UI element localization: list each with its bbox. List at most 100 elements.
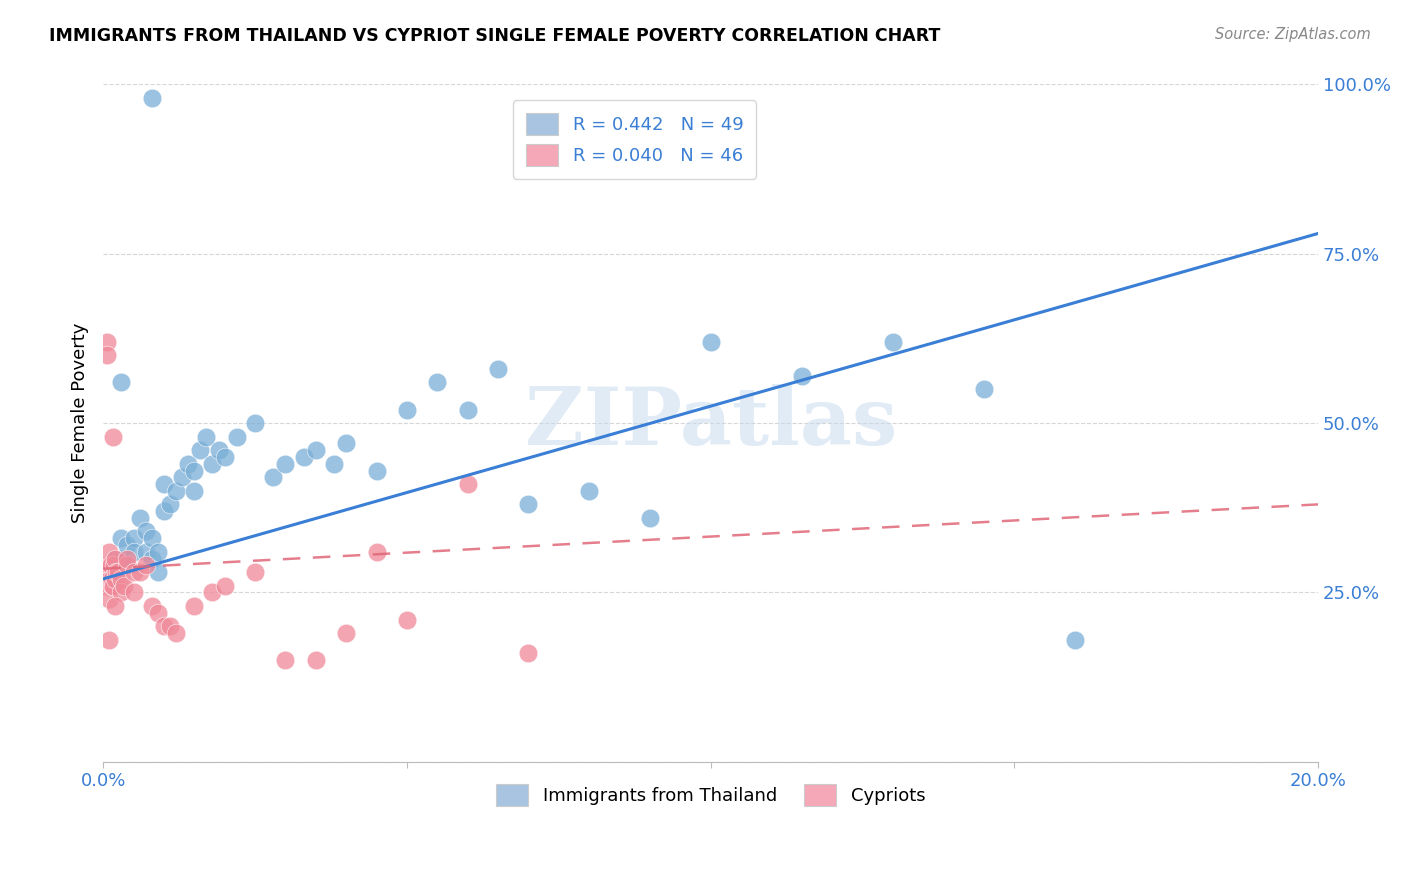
- Point: [128, 511, 150, 525]
- Point: [105, 565, 128, 579]
- Point: [177, 457, 200, 471]
- Point: [366, 545, 388, 559]
- Point: [141, 551, 163, 566]
- Legend: Immigrants from Thailand, Cypriots: Immigrants from Thailand, Cypriots: [488, 777, 932, 814]
- Point: [973, 382, 995, 396]
- Point: [141, 531, 163, 545]
- Point: [274, 653, 297, 667]
- Point: [97, 579, 120, 593]
- Point: [517, 647, 540, 661]
- Y-axis label: Single Female Poverty: Single Female Poverty: [72, 323, 89, 524]
- Point: [366, 463, 388, 477]
- Point: [128, 565, 150, 579]
- Point: [98, 632, 121, 647]
- Point: [882, 334, 904, 349]
- Point: [103, 558, 125, 573]
- Point: [122, 531, 145, 545]
- Point: [426, 376, 449, 390]
- Point: [110, 376, 132, 390]
- Point: [395, 613, 418, 627]
- Point: [517, 497, 540, 511]
- Point: [578, 483, 600, 498]
- Point: [94, 565, 117, 579]
- Point: [122, 565, 145, 579]
- Point: [262, 470, 284, 484]
- Point: [104, 551, 127, 566]
- Point: [183, 599, 205, 613]
- Point: [96, 579, 118, 593]
- Point: [110, 585, 132, 599]
- Point: [305, 653, 328, 667]
- Point: [98, 545, 121, 559]
- Point: [100, 572, 122, 586]
- Point: [101, 430, 124, 444]
- Point: [172, 470, 194, 484]
- Point: [225, 430, 247, 444]
- Point: [100, 558, 122, 573]
- Point: [110, 551, 132, 566]
- Point: [195, 430, 218, 444]
- Text: Source: ZipAtlas.com: Source: ZipAtlas.com: [1215, 27, 1371, 42]
- Point: [214, 579, 236, 593]
- Point: [243, 416, 266, 430]
- Point: [117, 538, 139, 552]
- Point: [201, 457, 224, 471]
- Point: [112, 579, 135, 593]
- Point: [117, 558, 139, 573]
- Point: [188, 443, 211, 458]
- Text: IMMIGRANTS FROM THAILAND VS CYPRIOT SINGLE FEMALE POVERTY CORRELATION CHART: IMMIGRANTS FROM THAILAND VS CYPRIOT SING…: [49, 27, 941, 45]
- Point: [122, 545, 145, 559]
- Point: [159, 619, 181, 633]
- Point: [207, 443, 229, 458]
- Point: [292, 450, 315, 464]
- Point: [183, 483, 205, 498]
- Point: [96, 334, 118, 349]
- Point: [103, 579, 125, 593]
- Point: [243, 565, 266, 579]
- Point: [101, 572, 124, 586]
- Point: [165, 483, 187, 498]
- Point: [638, 511, 661, 525]
- Point: [117, 558, 139, 573]
- Point: [457, 402, 479, 417]
- Point: [165, 626, 187, 640]
- Point: [153, 504, 176, 518]
- Point: [104, 551, 127, 566]
- Point: [110, 572, 132, 586]
- Point: [214, 450, 236, 464]
- Point: [395, 402, 418, 417]
- Point: [135, 545, 157, 559]
- Point: [305, 443, 328, 458]
- Point: [135, 558, 157, 573]
- Point: [146, 606, 169, 620]
- Point: [96, 348, 118, 362]
- Point: [335, 626, 357, 640]
- Point: [274, 457, 297, 471]
- Point: [335, 436, 357, 450]
- Point: [104, 572, 127, 586]
- Point: [146, 545, 169, 559]
- Point: [790, 368, 813, 383]
- Point: [153, 477, 176, 491]
- Point: [107, 565, 129, 579]
- Point: [141, 599, 163, 613]
- Point: [117, 551, 139, 566]
- Point: [135, 524, 157, 539]
- Point: [183, 463, 205, 477]
- Text: ZIPatlas: ZIPatlas: [524, 384, 897, 462]
- Point: [146, 565, 169, 579]
- Point: [122, 585, 145, 599]
- Point: [457, 477, 479, 491]
- Point: [201, 585, 224, 599]
- Point: [98, 558, 121, 573]
- Point: [97, 592, 120, 607]
- Point: [159, 497, 181, 511]
- Point: [141, 91, 163, 105]
- Point: [104, 599, 127, 613]
- Point: [486, 362, 509, 376]
- Point: [110, 531, 132, 545]
- Point: [1064, 632, 1087, 647]
- Point: [699, 334, 721, 349]
- Point: [100, 579, 122, 593]
- Point: [323, 457, 346, 471]
